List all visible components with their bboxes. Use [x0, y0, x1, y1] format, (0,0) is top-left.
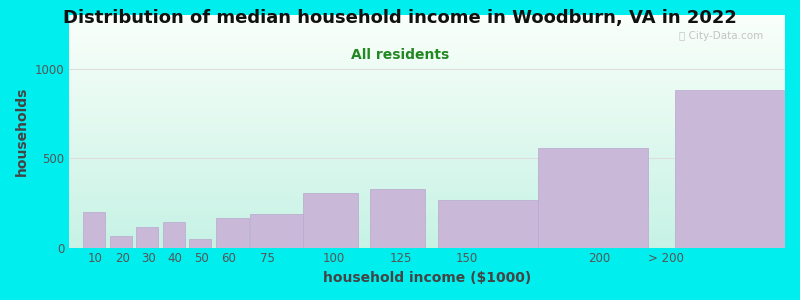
Bar [250, 214, 306, 248]
Text: All residents: All residents [351, 48, 449, 62]
Bar [538, 148, 648, 247]
Text: ⓘ City-Data.com: ⓘ City-Data.com [679, 31, 763, 41]
Bar [303, 193, 358, 248]
X-axis label: household income ($1000): household income ($1000) [323, 271, 531, 285]
Bar [136, 227, 158, 247]
Bar [163, 222, 185, 247]
Bar [370, 188, 425, 248]
Bar [83, 212, 106, 247]
Bar [675, 90, 800, 247]
Bar [110, 236, 132, 248]
Bar [190, 238, 211, 247]
Text: Distribution of median household income in Woodburn, VA in 2022: Distribution of median household income … [63, 9, 737, 27]
Bar [216, 218, 250, 248]
Bar [438, 200, 548, 248]
Y-axis label: households: households [15, 87, 29, 176]
